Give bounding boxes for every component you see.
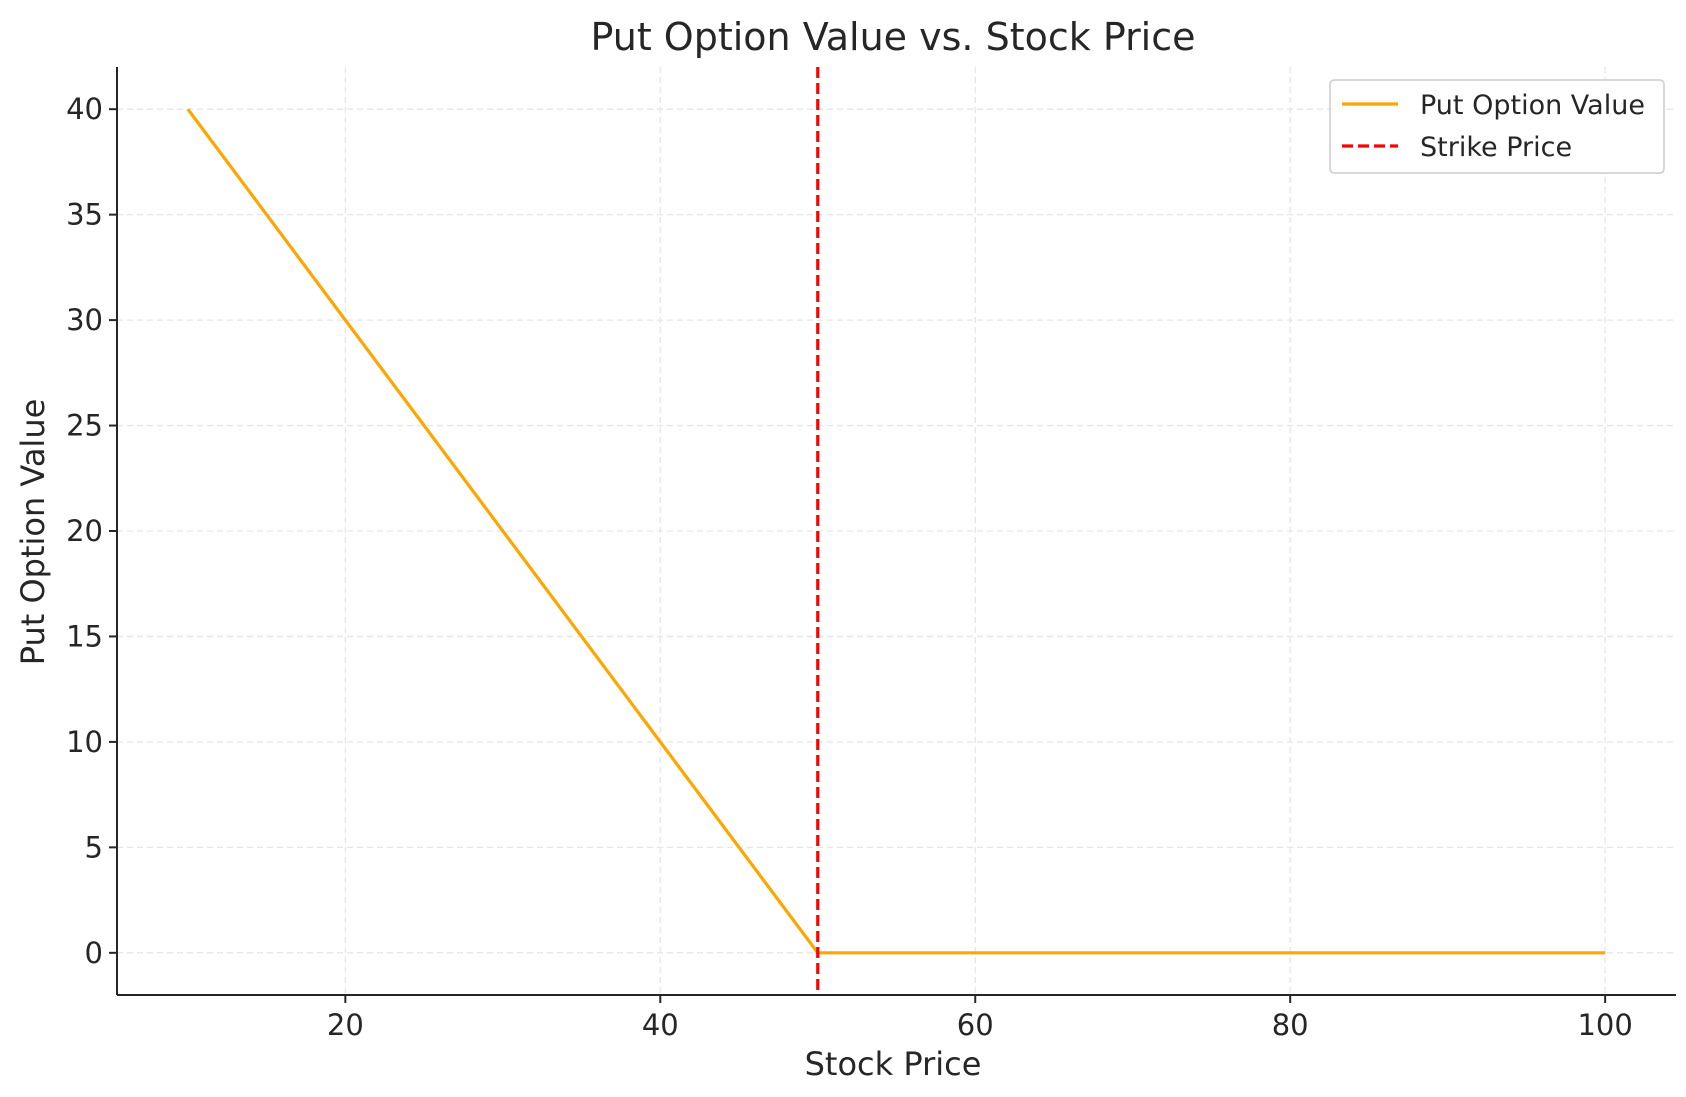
chart-title: Put Option Value vs. Stock Price [590, 15, 1195, 59]
y-tick-label: 35 [66, 198, 103, 232]
y-tick-label: 15 [66, 619, 103, 653]
plot-area [186, 67, 1606, 995]
y-tick-label: 25 [66, 409, 103, 443]
legend-frame [1329, 79, 1665, 174]
legend-label-strike-price: Strike Price [1420, 132, 1572, 163]
y-tick-label: 5 [85, 830, 103, 864]
x-tick-label: 80 [1272, 1008, 1309, 1042]
x-axis-label: Stock Price [805, 1045, 982, 1083]
y-tick-label: 20 [66, 514, 103, 548]
y-tick-label: 40 [66, 92, 103, 126]
x-tick-label: 100 [1577, 1008, 1632, 1042]
x-tick-label: 60 [957, 1008, 994, 1042]
y-tick-label: 10 [66, 725, 103, 759]
x-tick-label: 40 [642, 1008, 679, 1042]
y-axis-label: Put Option Value [14, 399, 52, 666]
legend-label-put-option-value: Put Option Value [1420, 90, 1645, 121]
y-tick-label: 30 [66, 303, 103, 337]
y-tick-label: 0 [85, 936, 103, 970]
legend: Put Option Value Strike Price [1329, 79, 1665, 174]
grid [117, 67, 1676, 995]
x-tick-label: 20 [327, 1008, 364, 1042]
ticks: 20 40 60 80 100 0 5 10 15 20 25 30 35 40 [66, 92, 1633, 1042]
